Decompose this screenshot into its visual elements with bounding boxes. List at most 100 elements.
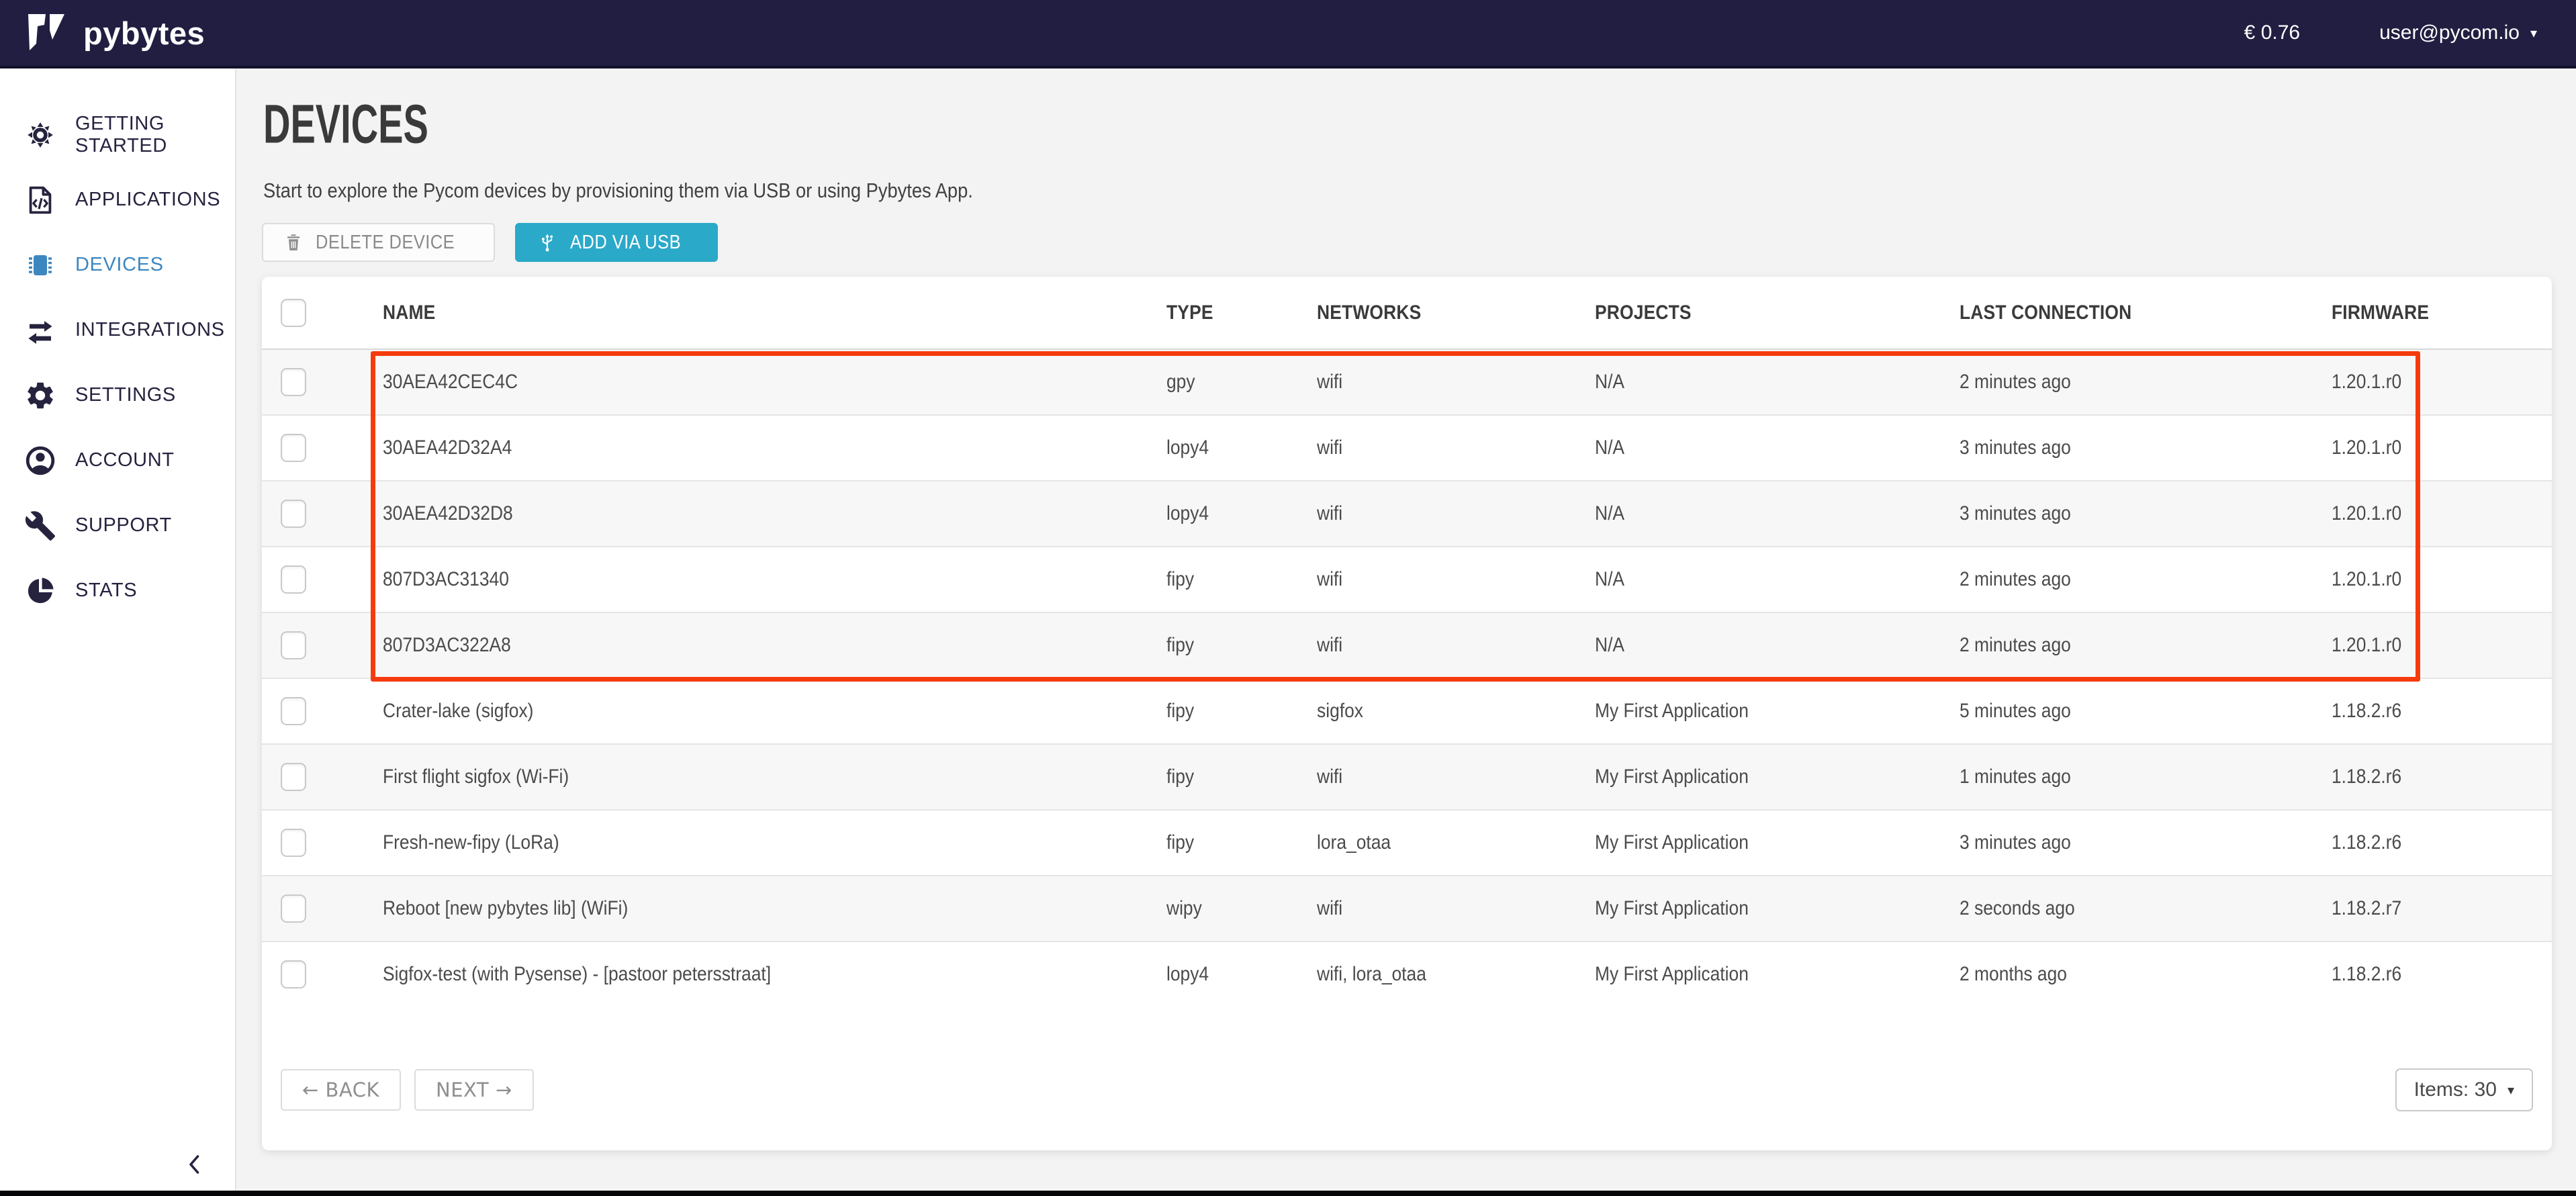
user-menu[interactable]: user@pycom.io ▾ [2379, 21, 2537, 44]
chevron-down-icon: ▾ [2530, 25, 2537, 41]
device-firmware: 1.18.2.r6 [2332, 963, 2402, 985]
device-last-connection: 2 seconds ago [1960, 897, 2075, 919]
table-row[interactable]: First flight sigfox (Wi-Fi) fipy wifi My… [262, 743, 2552, 809]
chip-icon [29, 255, 52, 275]
row-checkbox[interactable] [281, 565, 306, 594]
device-name: Fresh-new-fipy (LoRa) [383, 831, 559, 854]
device-networks: wifi [1317, 897, 1343, 919]
device-projects: N/A [1595, 568, 1625, 590]
device-firmware: 1.18.2.r7 [2332, 897, 2402, 919]
column-header-networks[interactable]: NETWORKS [1317, 301, 1422, 324]
table-row[interactable]: 30AEA42CEC4C gpy wifi N/A 2 minutes ago … [262, 349, 2552, 414]
devices-table-card: NAME TYPE NETWORKS PROJECTS LAST CONNECT… [262, 277, 2552, 1150]
device-firmware: 1.20.1.r0 [2332, 436, 2402, 459]
sidebar-item-label: INTEGRATIONS [75, 319, 225, 340]
row-checkbox[interactable] [281, 894, 306, 923]
sidebar-item-label: DEVICES [75, 254, 164, 275]
sidebar-collapse-button[interactable] [183, 1150, 207, 1183]
device-networks: wifi [1317, 371, 1343, 393]
add-via-usb-label: ADD VIA USB [570, 231, 682, 253]
row-checkbox[interactable] [281, 960, 306, 988]
table-row[interactable]: 807D3AC31340 fipy wifi N/A 2 minutes ago… [262, 546, 2552, 612]
sidebar-item-label: STATS [75, 580, 138, 601]
add-via-usb-button[interactable]: ADD VIA USB [515, 223, 718, 262]
table-row[interactable]: Fresh-new-fipy (LoRa) fipy lora_otaa My … [262, 809, 2552, 875]
table-row[interactable]: 30AEA42D32A4 lopy4 wifi N/A 3 minutes ag… [262, 414, 2552, 480]
device-networks: wifi [1317, 766, 1343, 788]
user-email: user@pycom.io [2379, 21, 2520, 44]
table-row[interactable]: 30AEA42D32D8 lopy4 wifi N/A 3 minutes ag… [262, 480, 2552, 546]
sidebar-item-stats[interactable]: STATS [0, 558, 235, 623]
device-name: Sigfox-test (with Pysense) - [pastoor pe… [383, 963, 772, 985]
sidebar-item-support[interactable]: SUPPORT [0, 493, 235, 558]
balance-amount: € 0.76 [2244, 21, 2301, 44]
row-checkbox[interactable] [281, 368, 306, 396]
device-networks: lora_otaa [1317, 831, 1391, 854]
pybytes-logo-icon [28, 14, 64, 50]
device-name: 807D3AC322A8 [383, 634, 511, 656]
table-row[interactable]: Crater-lake (sigfox) fipy sigfox My Firs… [262, 678, 2552, 743]
items-per-page-dropdown[interactable]: Items: 30 ▾ [2395, 1068, 2533, 1111]
back-button[interactable]: ← BACK [281, 1069, 402, 1111]
device-firmware: 1.20.1.r0 [2332, 568, 2402, 590]
device-type: wipy [1166, 897, 1202, 919]
device-firmware: 1.20.1.r0 [2332, 371, 2402, 393]
trash-icon [287, 234, 300, 250]
row-checkbox[interactable] [281, 763, 306, 791]
window-bottom-edge [0, 1191, 2576, 1196]
device-last-connection: 3 minutes ago [1960, 436, 2071, 459]
device-projects: N/A [1595, 436, 1625, 459]
row-checkbox[interactable] [281, 500, 306, 528]
device-last-connection: 3 minutes ago [1960, 831, 2071, 854]
device-firmware: 1.18.2.r6 [2332, 831, 2402, 854]
device-last-connection: 1 minutes ago [1960, 766, 2071, 788]
device-type: fipy [1166, 700, 1195, 722]
sidebar-item-integrations[interactable]: INTEGRATIONS [0, 297, 235, 363]
swap-arrows-icon [28, 320, 52, 344]
table-row[interactable]: Sigfox-test (with Pysense) - [pastoor pe… [262, 941, 2552, 1007]
row-checkbox[interactable] [281, 829, 306, 857]
device-firmware: 1.18.2.r6 [2332, 700, 2402, 722]
pybytes-logo[interactable]: pybytes [27, 11, 205, 54]
device-projects: My First Application [1595, 831, 1749, 854]
column-header-type[interactable]: TYPE [1166, 301, 1213, 324]
row-checkbox[interactable] [281, 631, 306, 659]
device-firmware: 1.20.1.r0 [2332, 634, 2402, 656]
code-document-icon [29, 186, 52, 214]
column-header-projects[interactable]: PROJECTS [1595, 301, 1692, 324]
chevron-left-icon [189, 1155, 199, 1174]
delete-device-button[interactable]: DELETE DEVICE [262, 223, 496, 262]
device-last-connection: 2 months ago [1960, 963, 2067, 985]
sidebar-item-account[interactable]: ACCOUNT [0, 428, 235, 493]
sidebar-item-applications[interactable]: APPLICATIONS [0, 167, 235, 232]
device-networks: wifi [1317, 502, 1343, 524]
sidebar-item-label: GETTING STARTED [75, 112, 167, 156]
items-per-page-label: Items: 30 [2413, 1078, 2497, 1101]
select-all-checkbox[interactable] [281, 298, 306, 327]
device-type: gpy [1166, 371, 1195, 393]
device-name: 30AEA42D32A4 [383, 436, 512, 459]
device-type: lopy4 [1166, 963, 1209, 985]
device-type: fipy [1166, 831, 1195, 854]
row-checkbox[interactable] [281, 697, 306, 725]
sidebar-item-label: APPLICATIONS [75, 189, 221, 210]
column-header-last-connection[interactable]: LAST CONNECTION [1960, 301, 2132, 324]
sidebar-item-settings[interactable]: SETTINGS [0, 363, 235, 428]
device-firmware: 1.18.2.r6 [2332, 766, 2402, 788]
device-networks: wifi [1317, 634, 1343, 656]
sidebar-item-devices[interactable]: DEVICES [0, 232, 235, 297]
device-firmware: 1.20.1.r0 [2332, 502, 2402, 524]
next-button[interactable]: NEXT → [414, 1069, 534, 1111]
table-row[interactable]: Reboot [new pybytes lib] (WiFi) wipy wif… [262, 875, 2552, 941]
row-checkbox[interactable] [281, 434, 306, 462]
sidebar-item-getting-started[interactable]: GETTING STARTED [0, 102, 235, 167]
column-header-firmware[interactable]: FIRMWARE [2332, 301, 2430, 324]
table-header-row: NAME TYPE NETWORKS PROJECTS LAST CONNECT… [262, 277, 2552, 349]
column-header-name[interactable]: NAME [383, 301, 436, 324]
device-name: 30AEA42CEC4C [383, 371, 518, 393]
pie-chart-icon [28, 577, 54, 603]
device-projects: N/A [1595, 634, 1625, 656]
device-projects: My First Application [1595, 766, 1749, 788]
device-type: lopy4 [1166, 502, 1209, 524]
table-row[interactable]: 807D3AC322A8 fipy wifi N/A 2 minutes ago… [262, 612, 2552, 678]
